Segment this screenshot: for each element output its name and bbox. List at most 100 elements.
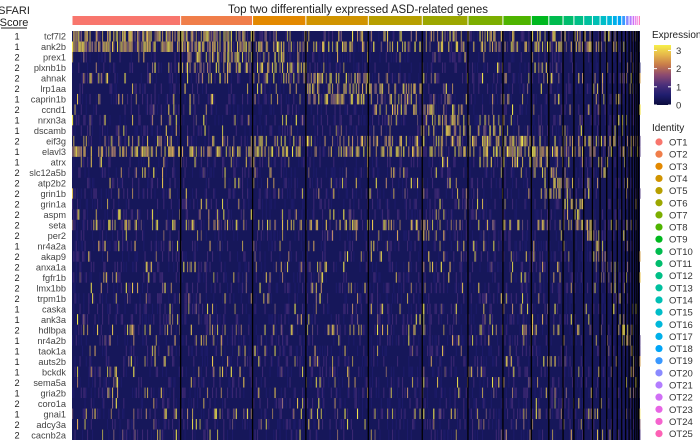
heatmap-cell xyxy=(522,230,524,241)
heatmap-cell xyxy=(213,272,215,283)
heatmap-cell xyxy=(560,51,562,63)
heatmap-cell xyxy=(189,104,191,115)
heatmap-cell xyxy=(465,219,467,231)
heatmap-cell xyxy=(389,314,391,325)
heatmap-cell xyxy=(419,240,421,252)
heatmap-cell xyxy=(419,62,421,73)
heatmap-cell xyxy=(258,41,260,52)
heatmap-cell xyxy=(430,114,432,126)
heatmap-cell xyxy=(318,272,320,283)
heatmap-cell xyxy=(255,293,257,304)
heatmap-cell xyxy=(185,335,187,346)
heatmap-cell xyxy=(388,314,390,325)
heatmap-cell xyxy=(542,251,544,262)
heatmap-cell xyxy=(340,125,342,136)
heatmap-cell xyxy=(493,167,495,178)
heatmap-cell xyxy=(602,41,604,52)
heatmap-cell xyxy=(424,272,426,283)
heatmap-cell xyxy=(523,31,525,42)
heatmap-cell xyxy=(357,293,359,304)
heatmap-cell xyxy=(349,240,351,252)
heatmap-cell xyxy=(115,272,117,283)
heatmap-cell xyxy=(575,240,577,252)
heatmap-cell xyxy=(430,104,432,115)
heatmap-cell xyxy=(590,135,592,147)
heatmap-cell xyxy=(579,209,581,220)
heatmap-cell xyxy=(254,62,256,73)
heatmap-cell xyxy=(248,114,250,126)
heatmap-cell xyxy=(192,188,194,199)
heatmap-cell xyxy=(280,188,282,199)
heatmap-cell xyxy=(630,114,632,126)
heatmap-cell xyxy=(432,261,434,273)
heatmap-cell xyxy=(528,303,530,315)
heatmap-cell xyxy=(74,104,76,115)
heatmap-cell xyxy=(259,104,261,115)
heatmap-cell xyxy=(554,251,556,262)
heatmap-cell xyxy=(258,198,260,210)
heatmap-cell xyxy=(390,135,392,147)
heatmap-cell xyxy=(335,125,337,136)
heatmap-cell xyxy=(525,282,527,294)
heatmap-cell xyxy=(114,314,116,325)
heatmap-cell xyxy=(339,219,341,231)
heatmap-cell xyxy=(187,135,189,147)
heatmap-cell xyxy=(182,272,184,283)
heatmap-cell xyxy=(375,272,377,283)
heatmap-cell xyxy=(78,324,80,336)
heatmap-cell xyxy=(377,93,379,105)
heatmap-cell xyxy=(325,72,327,84)
heatmap-cell xyxy=(222,125,224,136)
heatmap-cell xyxy=(555,198,557,210)
heatmap-cell xyxy=(330,188,332,199)
heatmap-cell xyxy=(377,293,379,304)
heatmap-cell xyxy=(608,219,610,231)
heatmap-cell xyxy=(405,104,407,115)
heatmap-cell xyxy=(117,293,119,304)
heatmap-cell xyxy=(207,167,209,178)
heatmap-cell xyxy=(142,31,144,42)
heatmap-cell xyxy=(560,230,562,241)
heatmap-cell xyxy=(409,135,411,147)
heatmap-cell xyxy=(258,104,260,115)
heatmap-cell xyxy=(164,303,166,315)
heatmap-cell xyxy=(493,72,495,84)
heatmap-cell xyxy=(594,72,596,84)
heatmap-cell xyxy=(139,209,141,220)
heatmap-cell xyxy=(470,177,472,189)
heatmap-cell xyxy=(470,31,472,42)
heatmap-cell xyxy=(143,188,145,199)
heatmap-cell xyxy=(238,314,240,325)
heatmap-cell xyxy=(403,41,405,52)
heatmap-cell xyxy=(147,125,149,136)
heatmap-cell xyxy=(503,240,505,252)
heatmap-cell xyxy=(135,41,137,52)
heatmap-cell xyxy=(315,167,317,178)
heatmap-cell xyxy=(195,293,197,304)
heatmap-cell xyxy=(320,198,322,210)
heatmap-cell xyxy=(343,261,345,273)
heatmap-cell xyxy=(175,72,177,84)
heatmap-cell xyxy=(434,72,436,84)
heatmap-cell xyxy=(409,198,411,210)
heatmap-cell xyxy=(500,240,502,252)
heatmap-cell xyxy=(117,72,119,84)
heatmap-cell xyxy=(487,261,489,273)
heatmap-cell xyxy=(274,83,276,94)
heatmap-cell xyxy=(504,135,506,147)
heatmap-cell xyxy=(122,230,124,241)
heatmap-cell xyxy=(492,83,494,94)
heatmap-cell xyxy=(553,31,555,42)
heatmap-cell xyxy=(275,282,277,294)
heatmap-cell xyxy=(337,219,339,231)
heatmap-cell xyxy=(419,104,421,115)
heatmap-cell xyxy=(550,72,552,84)
heatmap-cell xyxy=(478,83,480,94)
heatmap-cell xyxy=(627,219,629,231)
heatmap-cell xyxy=(100,219,102,231)
heatmap-cell xyxy=(94,31,96,42)
heatmap-cell xyxy=(114,62,116,73)
heatmap-cell xyxy=(224,324,226,336)
heatmap-cell xyxy=(392,41,394,52)
heatmap-cell xyxy=(205,83,207,94)
